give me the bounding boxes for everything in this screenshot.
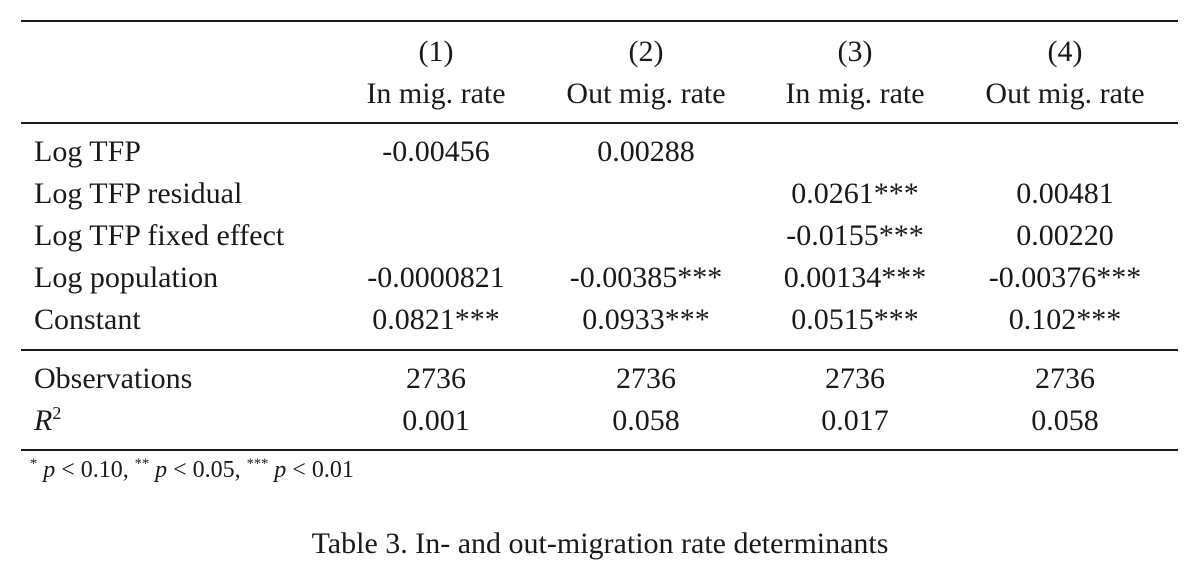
table-cell: -0.0000821 (367, 261, 505, 294)
table-caption: Table 3. In- and out-migration rate dete… (311, 527, 889, 560)
row-label: Constant (34, 303, 141, 336)
table-cell: 0.00481 (1016, 177, 1114, 210)
p-symbol: p (43, 457, 56, 483)
table-cell (335, 218, 537, 254)
threshold-text: < 0.10, (55, 457, 135, 483)
table-cell (546, 218, 746, 254)
threshold-text: < 0.01 (286, 457, 354, 483)
table-cell: 0.0933*** (582, 303, 710, 336)
table-cell: -0.0155*** (786, 219, 924, 252)
table-cell: -0.00376*** (988, 261, 1142, 294)
column-title: Out mig. rate (566, 77, 726, 110)
table-cell (755, 134, 955, 170)
stats-rule (21, 349, 1178, 351)
row-label: Log population (34, 261, 219, 294)
row-label: Log TFP residual (34, 177, 243, 210)
stat-cell: 2736 (1035, 362, 1095, 395)
stat-label: Observations (34, 362, 193, 395)
column-title: In mig. rate (785, 77, 925, 110)
stat-cell: 0.001 (402, 404, 470, 437)
significance-footnote: * p < 0.10, ** p < 0.05, *** p < 0.01 (30, 455, 354, 485)
stat-cell: 2736 (406, 362, 466, 395)
row-label: Log TFP fixed effect (34, 219, 285, 252)
table-cell (335, 176, 537, 212)
r-squared-exponent: 2 (52, 403, 62, 423)
column-number: (1) (418, 35, 454, 68)
table-cell: 0.0821*** (372, 303, 500, 336)
column-title: Out mig. rate (985, 77, 1145, 110)
table-cell: 0.00220 (1016, 219, 1114, 252)
table-cell: -0.00385*** (569, 261, 723, 294)
p-symbol: p (274, 457, 287, 483)
table-cell: 0.0261*** (791, 177, 919, 210)
star-marker: * (30, 456, 38, 472)
stat-cell: 0.017 (821, 404, 889, 437)
stat-cell: 2736 (825, 362, 885, 395)
star-marker: *** (246, 456, 269, 472)
column-title: In mig. rate (366, 77, 506, 110)
column-number: (2) (628, 35, 664, 68)
header-rule (21, 122, 1178, 124)
star-marker: ** (134, 456, 150, 472)
stat-cell: 2736 (616, 362, 676, 395)
p-symbol: p (155, 457, 168, 483)
table-cell: 0.00134*** (783, 261, 927, 294)
threshold-text: < 0.05, (167, 457, 247, 483)
top-rule (21, 20, 1178, 22)
stat-label-r-squared: R2 (34, 403, 334, 439)
table-cell: 0.00288 (597, 135, 695, 168)
bottom-rule (21, 449, 1178, 451)
stat-cell: 0.058 (1031, 404, 1099, 437)
table-cell: 0.102*** (1008, 303, 1122, 336)
table-cell: 0.0515*** (791, 303, 919, 336)
r-symbol: R (34, 404, 53, 437)
column-number: (3) (837, 35, 873, 68)
stat-cell: 0.058 (612, 404, 680, 437)
column-number: (4) (1047, 35, 1083, 68)
table-cell (546, 176, 746, 212)
row-label: Log TFP (34, 135, 141, 168)
table-cell: -0.00456 (382, 135, 490, 168)
table-cell (965, 134, 1165, 170)
